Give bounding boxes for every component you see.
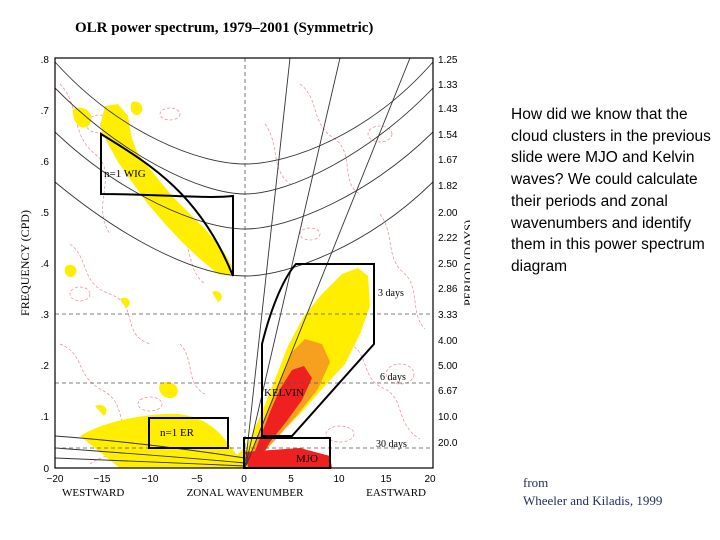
period-tick-1: 1.33 bbox=[438, 80, 458, 91]
y2-axis-label: PERIOD (DAYS) bbox=[461, 220, 470, 306]
period-tick-15: 20.0 bbox=[438, 438, 458, 449]
wig-box bbox=[100, 132, 234, 277]
er-label: n=1 ER bbox=[160, 427, 195, 439]
period-tick-8: 2.50 bbox=[438, 259, 458, 270]
period-tick-4: 1.67 bbox=[438, 155, 458, 166]
kelvin-label: KELVIN bbox=[264, 387, 304, 399]
freq-tick-5: .3 bbox=[41, 310, 50, 321]
period-tick-7: 2.22 bbox=[438, 233, 458, 244]
frequency-ticks: .8 .7 .6 .5 .4 .3 .2 .1 0 bbox=[41, 55, 50, 475]
credit-from: from bbox=[523, 475, 549, 490]
period-tick-12: 5.00 bbox=[438, 361, 458, 372]
period-tick-13: 6.67 bbox=[438, 386, 458, 397]
freq-tick-6: .2 bbox=[41, 361, 50, 372]
mjo-blob bbox=[244, 448, 332, 468]
six-days-label: 6 days bbox=[380, 372, 406, 383]
mjo-label: MJO bbox=[296, 453, 318, 465]
period-tick-5: 1.82 bbox=[438, 181, 458, 192]
plot-frame bbox=[54, 57, 434, 469]
wave-boxes bbox=[100, 132, 375, 469]
er-box bbox=[148, 417, 229, 449]
wn-tick-6: 10 bbox=[333, 474, 345, 485]
wn-tick-4: 0 bbox=[241, 474, 247, 485]
wavenumber-ticks: −20 −15 −10 −5 0 5 10 15 20 bbox=[47, 474, 436, 485]
kelvin-box bbox=[261, 263, 375, 437]
three-days-label: 3 days bbox=[378, 288, 404, 299]
wn-tick-5: 5 bbox=[288, 474, 294, 485]
eastward-label: EASTWARD bbox=[366, 487, 426, 499]
region-labels: n=1 WIG KELVIN n=1 ER MJO 3 days 6 days … bbox=[104, 168, 407, 465]
period-tick-11: 4.00 bbox=[438, 336, 458, 347]
freq-tick-4: .4 bbox=[41, 259, 50, 270]
period-tick-9: 2.86 bbox=[438, 284, 458, 295]
y-axis-label: FREQUENCY (CPD) bbox=[18, 210, 32, 316]
freq-tick-1: .7 bbox=[41, 106, 50, 117]
wig-label: n=1 WIG bbox=[104, 168, 146, 180]
wn-tick-3: −5 bbox=[191, 474, 203, 485]
power-spectrum-diagram: .8 .7 .6 .5 .4 .3 .2 .1 0 1.25 1.33 1.43… bbox=[18, 55, 470, 499]
period-tick-2: 1.43 bbox=[438, 104, 458, 115]
period-tick-14: 10.0 bbox=[438, 412, 458, 423]
wn-tick-0: −20 bbox=[47, 474, 64, 485]
x-axis-label: ZONAL WAVENUMBER bbox=[187, 487, 304, 499]
period-tick-6: 2.00 bbox=[438, 208, 458, 219]
wig-band bbox=[100, 104, 232, 276]
thirty-days-label: 30 days bbox=[376, 439, 407, 450]
er-band bbox=[80, 413, 244, 468]
freq-tick-7: .1 bbox=[41, 412, 50, 423]
credit-source: Wheeler and Kiladis, 1999 bbox=[523, 493, 663, 508]
freq-tick-8: 0 bbox=[43, 464, 49, 475]
period-tick-3: 1.54 bbox=[438, 130, 458, 141]
wn-tick-2: −10 bbox=[142, 474, 159, 485]
period-tick-0: 1.25 bbox=[438, 55, 458, 66]
freq-tick-0: .8 bbox=[41, 55, 50, 66]
period-tick-10: 3.33 bbox=[438, 310, 458, 321]
credit: from Wheeler and Kiladis, 1999 bbox=[523, 474, 662, 510]
wn-tick-8: 20 bbox=[424, 474, 436, 485]
slide-title: OLR power spectrum, 1979–2001 (Symmetric… bbox=[75, 20, 374, 36]
wn-tick-1: −15 bbox=[94, 474, 111, 485]
westward-label: WESTWARD bbox=[62, 487, 124, 499]
freq-tick-2: .6 bbox=[41, 157, 50, 168]
freq-tick-3: .5 bbox=[41, 208, 50, 219]
description-text: How did we know that the cloud clusters … bbox=[511, 106, 711, 275]
wn-tick-7: 15 bbox=[380, 474, 392, 485]
period-ticks: 1.25 1.33 1.43 1.54 1.67 1.82 2.00 2.22 … bbox=[438, 55, 458, 449]
